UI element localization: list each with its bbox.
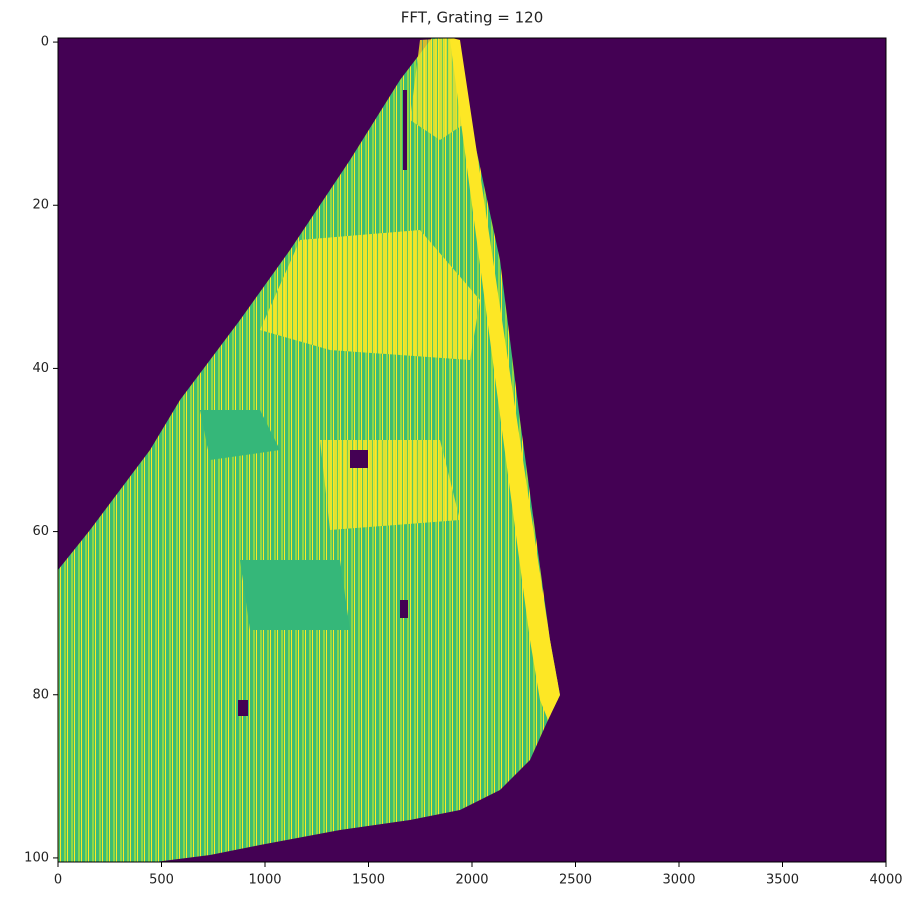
y-tick-label: 100 xyxy=(24,850,49,865)
plot-area xyxy=(58,38,886,862)
image-region xyxy=(240,560,350,630)
x-tick-label: 2000 xyxy=(455,873,488,888)
y-tick-label: 0 xyxy=(41,35,49,50)
x-tick-label: 3500 xyxy=(766,873,799,888)
x-tick-label: 500 xyxy=(149,873,174,888)
x-tick-label: 1000 xyxy=(248,873,281,888)
x-tick-label: 2500 xyxy=(559,873,592,888)
image-hole xyxy=(403,90,407,170)
y-tick-label: 60 xyxy=(32,524,49,539)
image-region xyxy=(320,440,460,530)
image-hole xyxy=(350,450,368,468)
chart: FFT, Grating = 120 050010001500200025003… xyxy=(0,0,913,897)
y-tick-label: 80 xyxy=(32,687,49,702)
y-tick-label: 40 xyxy=(32,361,49,376)
x-tick-label: 1500 xyxy=(352,873,385,888)
image-hole xyxy=(400,600,408,618)
x-tick-label: 3000 xyxy=(662,873,695,888)
y-tick-label: 20 xyxy=(32,198,49,213)
image-hole xyxy=(238,700,248,716)
x-tick-label: 4000 xyxy=(869,873,902,888)
x-tick-label: 0 xyxy=(54,873,62,888)
chart-title: FFT, Grating = 120 xyxy=(401,9,544,27)
